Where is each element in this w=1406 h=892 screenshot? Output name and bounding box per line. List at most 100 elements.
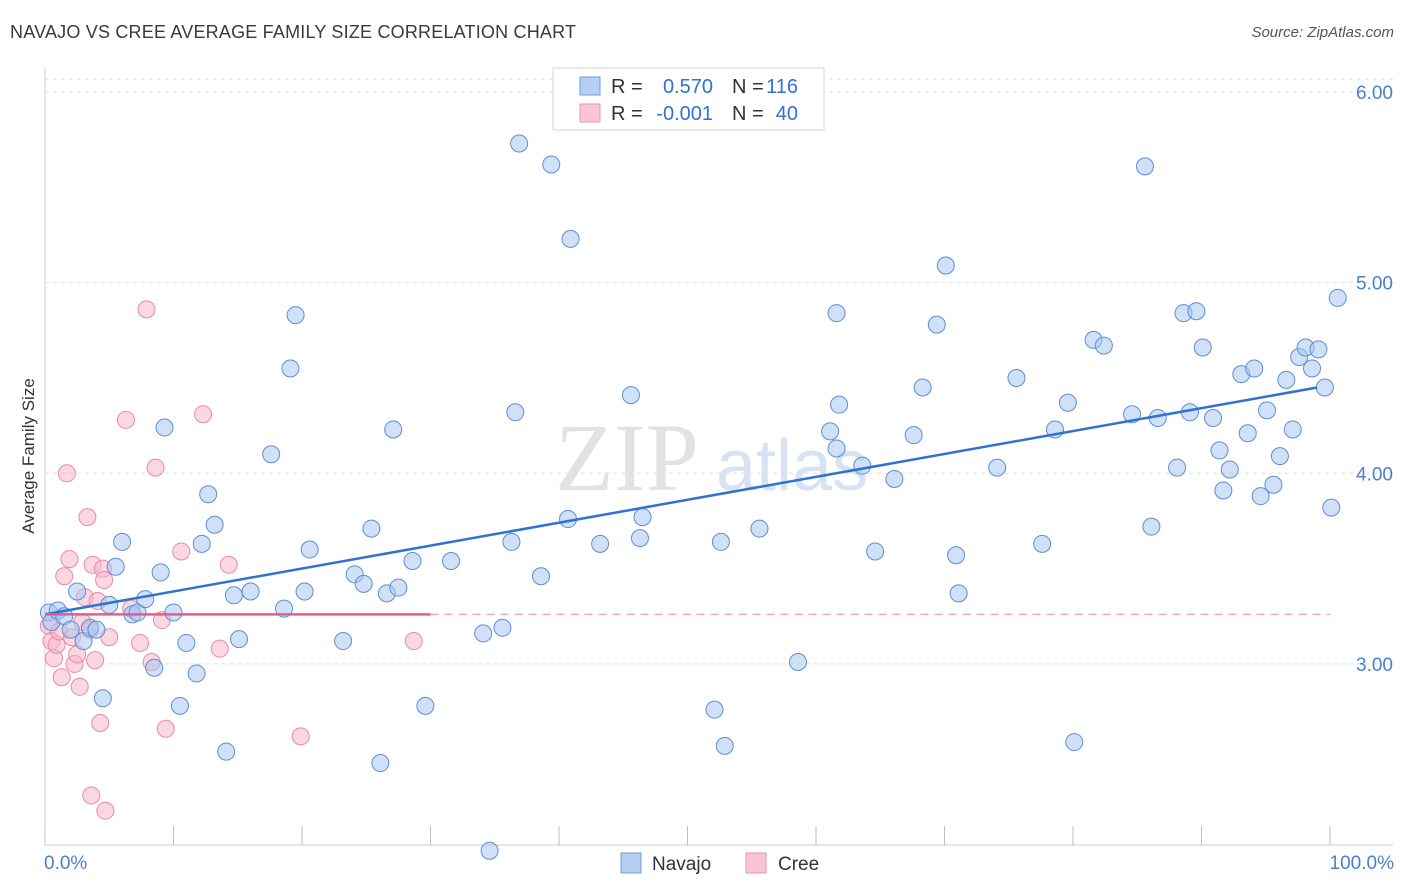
navajo-point [866, 542, 885, 561]
navajo-point [1258, 401, 1277, 420]
axes [44, 68, 1393, 846]
navajo-point [947, 546, 966, 565]
navajo-point [205, 515, 224, 534]
cree-point [95, 571, 114, 590]
cree-point [404, 632, 423, 651]
bottom-legend-cree: Cree [778, 854, 819, 875]
cree-point [210, 639, 229, 658]
navajo-point [384, 420, 403, 439]
navajo-point [1123, 405, 1142, 424]
cree-point [52, 668, 71, 687]
navajo-point [416, 696, 435, 715]
x-tick-label-max: 100.0% [1330, 853, 1395, 874]
navajo-point [164, 603, 183, 622]
navajo-point [621, 386, 640, 405]
navajo-point [68, 582, 87, 601]
navajo-point [217, 742, 236, 761]
legend: R = 0.570 N = 116 R = -0.001 N = 40 [552, 67, 825, 131]
navajo-point [904, 426, 923, 445]
y-tick-label: 3.00 [1356, 655, 1393, 676]
navajo-point [155, 418, 174, 437]
navajo-point [61, 620, 80, 639]
cree-point [82, 786, 101, 805]
navajo-point [1251, 487, 1270, 506]
navajo-point [199, 485, 218, 504]
x-tick-label-min: 0.0% [44, 853, 87, 874]
navajo-point [362, 519, 381, 538]
navajo-point [187, 664, 206, 683]
y-tick-label: 4.00 [1356, 464, 1393, 485]
navajo-point [241, 582, 260, 601]
cree-point [156, 719, 175, 738]
watermark-zip: ZIP [555, 404, 699, 511]
navajo-point [1283, 420, 1302, 439]
navajo-point [493, 618, 512, 637]
cree-point [131, 633, 150, 652]
y-tick-label: 5.00 [1356, 274, 1393, 295]
navajo-point [1303, 359, 1322, 378]
legend-r-label: R = [611, 76, 643, 98]
legend-navajo-r: 0.570 [663, 76, 713, 98]
navajo-point [830, 395, 849, 414]
navajo-point [936, 256, 955, 275]
navajo-point [275, 599, 294, 618]
legend-cree-r: -0.001 [656, 103, 713, 125]
legend-r-label-2: R = [611, 103, 643, 125]
y-tick-label: 6.00 [1356, 83, 1393, 104]
navajo-point [1238, 424, 1257, 443]
navajo-point [711, 532, 730, 551]
navajo-point [1309, 340, 1328, 359]
navajo-point [354, 574, 373, 593]
cree-point [137, 300, 156, 319]
navajo-point [630, 529, 649, 548]
cree-point [291, 727, 310, 746]
navajo-point [1168, 458, 1187, 477]
navajo-point [1277, 370, 1296, 389]
navajo-point [532, 567, 551, 586]
navajo-point [510, 134, 529, 153]
navajo-point [988, 458, 1007, 477]
trend-lines [44, 386, 1330, 616]
legend-n-label: N = [732, 76, 764, 98]
navajo-point [1204, 409, 1223, 428]
navajo-point [633, 508, 652, 527]
cree-point [172, 542, 191, 561]
cree-point [86, 651, 105, 670]
legend-n-label-2: N = [732, 103, 764, 125]
navajo-point [300, 540, 319, 559]
navajo-point [145, 658, 164, 677]
navajo-point [715, 736, 734, 755]
legend-navajo-n: 116 [766, 76, 798, 98]
navajo-point [170, 696, 189, 715]
cree-point [55, 567, 74, 586]
navajo-point [789, 653, 808, 672]
navajo-point [106, 557, 125, 576]
navajo-point [1094, 336, 1113, 355]
navajo-point [1193, 338, 1212, 357]
y-axis-title: Average Family Size [19, 378, 38, 534]
navajo-point [474, 624, 493, 643]
navajo-point [853, 456, 872, 475]
navajo-point [151, 563, 170, 582]
navajo-point [1214, 481, 1233, 500]
navajo-point [885, 470, 904, 489]
navajo-point [442, 551, 461, 570]
navajo-point [591, 534, 610, 553]
navajo-point [1328, 288, 1347, 307]
legend-cree-n: 40 [776, 103, 798, 125]
navajo-point [1033, 534, 1052, 553]
navajo-point [224, 586, 243, 605]
navajo-point [1315, 378, 1334, 397]
navajo-point [827, 304, 846, 323]
cree-point [194, 405, 213, 424]
navajo-point [1007, 368, 1026, 387]
navajo-point [750, 519, 769, 538]
navajo-point [542, 155, 561, 174]
navajo-point [1322, 498, 1341, 517]
navajo-point [821, 422, 840, 441]
bottom-legend-navajo: Navajo [652, 854, 711, 875]
navajo-point [262, 445, 281, 464]
cree-point [70, 677, 89, 696]
navajo-point [403, 551, 422, 570]
